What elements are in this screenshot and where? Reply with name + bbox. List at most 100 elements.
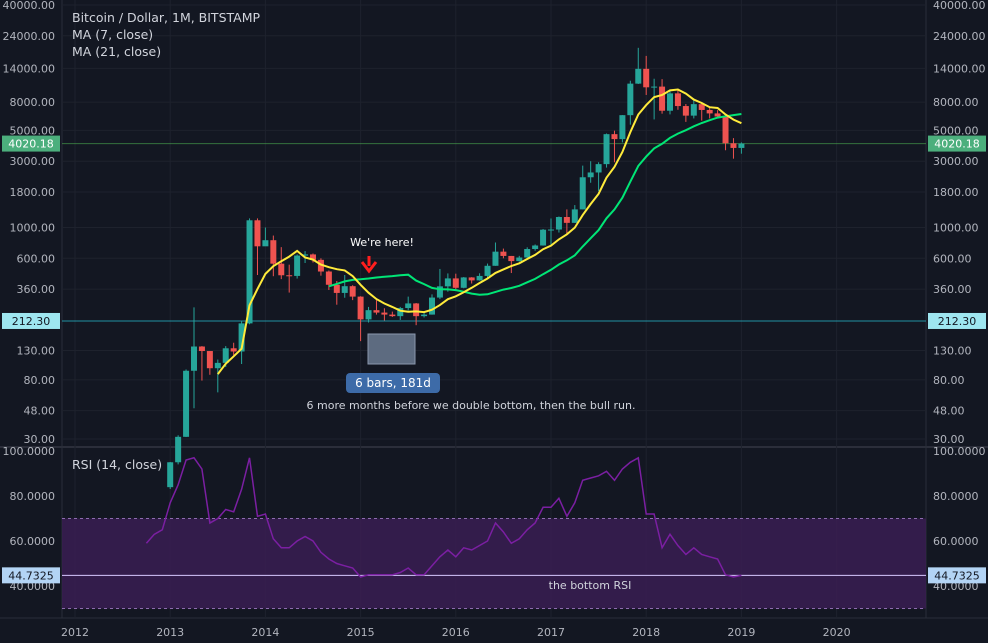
y-tick-label-left: 40000.00 xyxy=(3,0,56,12)
candle-body xyxy=(413,303,420,317)
candle-body xyxy=(540,229,547,246)
candle-body xyxy=(198,346,205,352)
candle-body xyxy=(714,113,721,117)
rsi-tick-right: 100.0000 xyxy=(933,445,986,458)
candle-body xyxy=(222,348,229,363)
y-tick-label-left: 48.00 xyxy=(24,405,56,418)
candle-body xyxy=(436,286,443,298)
bottom-rsi-label: the bottom RSI xyxy=(549,579,632,592)
candle-body xyxy=(373,310,380,313)
x-tick-label: 2018 xyxy=(632,626,660,639)
candle-body xyxy=(238,323,245,352)
candle-body xyxy=(230,348,237,352)
rsi-tick-left: 60.0000 xyxy=(10,535,56,548)
x-tick-label: 2014 xyxy=(251,626,279,639)
candle-body xyxy=(492,251,499,266)
candle-body xyxy=(643,68,650,88)
candle-body xyxy=(278,263,285,276)
candle-body xyxy=(294,255,301,276)
candle-body xyxy=(452,278,459,288)
candle-body xyxy=(698,104,705,110)
candle-body xyxy=(659,86,666,111)
candle-body xyxy=(555,217,562,230)
candle-body xyxy=(333,284,340,293)
candle-body xyxy=(389,314,396,317)
rsi-value-label-left: 44.7325 xyxy=(8,569,54,582)
y-tick-label-left: 600.00 xyxy=(17,252,56,265)
note-text: 6 more months before we double bottom, t… xyxy=(307,399,636,412)
rsi-tick-left: 80.0000 xyxy=(10,490,56,503)
candle-body xyxy=(421,314,428,317)
y-tick-label-right: 130.00 xyxy=(933,345,972,358)
last-price-label-left: 4020.18 xyxy=(8,138,54,151)
candle-body xyxy=(302,254,309,256)
candle-body xyxy=(183,370,190,437)
candle-body xyxy=(460,277,467,288)
candle-body xyxy=(603,134,610,165)
candle-body xyxy=(310,254,316,260)
y-tick-label-left: 8000.00 xyxy=(10,96,56,109)
last-price-label-left-bg xyxy=(2,135,60,152)
support-label-left-bg xyxy=(2,312,60,329)
candle-body xyxy=(206,351,213,369)
ma7-legend: MA (7, close) xyxy=(72,27,154,42)
candle-body xyxy=(619,115,626,140)
y-tick-label-left: 3000.00 xyxy=(10,155,56,168)
y-tick-label-right: 48.00 xyxy=(933,405,965,418)
candle-body xyxy=(468,277,475,281)
rsi-tick-left: 100.0000 xyxy=(3,445,56,458)
candle-body xyxy=(738,143,745,148)
candle-body xyxy=(357,296,364,320)
candle-body xyxy=(690,104,697,116)
we-here-label: We're here! xyxy=(350,236,414,249)
candle-body xyxy=(484,265,491,276)
candle-body xyxy=(246,220,253,324)
candle-body xyxy=(548,229,554,231)
candle-body xyxy=(524,249,531,258)
y-tick-label-right: 30.00 xyxy=(933,433,965,446)
candle-body xyxy=(381,312,388,315)
candle-body xyxy=(405,303,412,309)
y-tick-label-left: 360.00 xyxy=(17,283,56,296)
y-tick-label-right: 360.00 xyxy=(933,283,972,296)
candle-body xyxy=(500,251,507,256)
candle-body xyxy=(508,255,515,262)
y-tick-label-right: 1000.00 xyxy=(933,221,979,234)
bars-badge xyxy=(346,373,440,393)
last-price-label-right-bg xyxy=(928,135,986,152)
y-tick-label-right: 600.00 xyxy=(933,252,972,265)
y-tick-label-left: 1000.00 xyxy=(10,221,56,234)
ma21-line xyxy=(328,113,742,296)
candle-body xyxy=(595,164,602,173)
candle-body xyxy=(444,278,451,287)
candle-body xyxy=(175,436,182,463)
candle-body xyxy=(214,362,221,369)
candle-body xyxy=(167,462,174,488)
red-arrow-icon xyxy=(360,256,378,274)
candle-body xyxy=(587,172,594,178)
date-range-box xyxy=(367,333,416,365)
candle-body xyxy=(254,220,261,247)
rsi-tick-right: 80.0000 xyxy=(933,490,979,503)
symbol-title: Bitcoin / Dollar, 1M, BITSTAMP xyxy=(72,10,261,25)
support-label-right: 212.30 xyxy=(938,315,977,328)
rsi-value-label-right: 44.7325 xyxy=(934,569,980,582)
candle-body xyxy=(476,275,483,281)
candle-body xyxy=(532,245,539,250)
candle-body xyxy=(635,68,642,84)
ma7-line xyxy=(217,88,742,375)
candle-body xyxy=(579,177,586,210)
candle-body xyxy=(706,109,713,114)
y-tick-label-right: 80.00 xyxy=(933,374,965,387)
x-tick-label: 2019 xyxy=(727,626,755,639)
last-price-label-right: 4020.18 xyxy=(934,138,980,151)
y-tick-label-right: 1800.00 xyxy=(933,186,979,199)
rsi-value-label-left-bg xyxy=(2,567,60,584)
y-tick-label-right: 14000.00 xyxy=(933,62,986,75)
y-tick-label-left: 5000.00 xyxy=(10,124,56,137)
candle-body xyxy=(516,257,523,262)
candle-body xyxy=(317,259,324,272)
bars-badge-label: 6 bars, 181d xyxy=(355,376,431,390)
